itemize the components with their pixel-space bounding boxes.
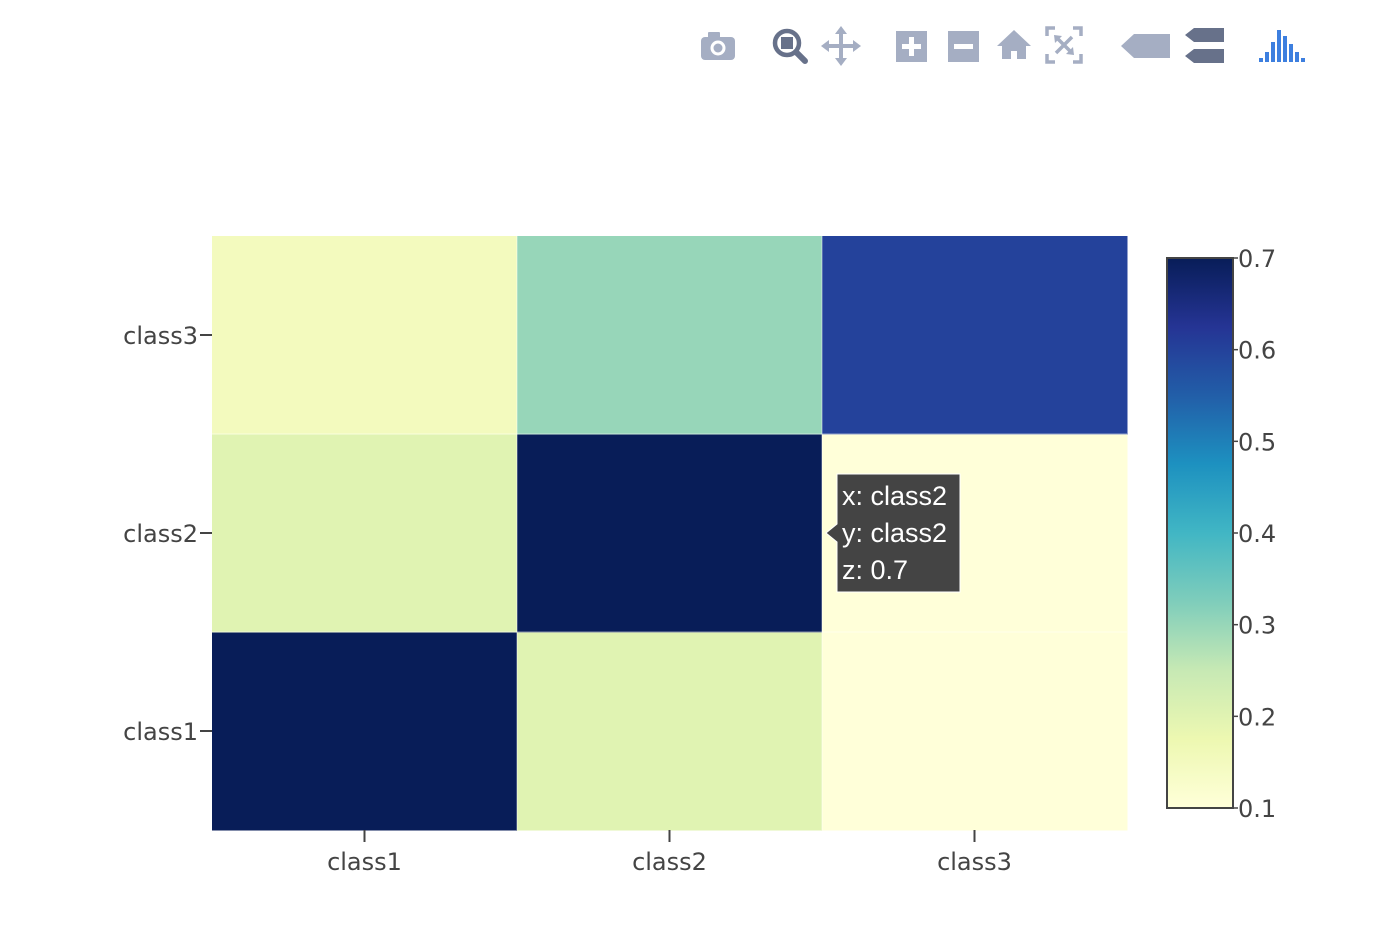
colorbar-tick-label: 0.2 (1238, 703, 1276, 731)
heatmap-cell-class2-class1[interactable] (517, 632, 823, 831)
colorbar-tick-label: 0.3 (1238, 612, 1276, 640)
hover-compare-button[interactable] (1182, 22, 1228, 70)
heatmap-cell-class2-class3[interactable] (517, 236, 823, 435)
camera-icon (701, 32, 735, 60)
colorbar-tick-label: 0.5 (1238, 428, 1276, 456)
heatmap-cell-class1-class1[interactable] (212, 632, 518, 831)
heatmap-cell-class2-class2[interactable] (517, 434, 823, 633)
hover-label-box (825, 473, 961, 593)
y-tick-label: class3 (123, 322, 198, 350)
plotly-logo-button[interactable] (1256, 22, 1312, 70)
hover-label: x: class2 y: class2 z: 0.7 (825, 473, 961, 593)
colorbar-tick-label: 0.4 (1238, 520, 1276, 548)
pan-button[interactable] (818, 22, 864, 70)
pan-icon (821, 26, 861, 66)
autoscale-button[interactable] (1041, 22, 1087, 70)
heatmap-cell-class3-class3[interactable] (822, 236, 1128, 435)
modebar (690, 22, 1330, 70)
x-axis: class1 class2 class3 (327, 830, 1012, 876)
colorbar-tick-label: 0.1 (1238, 795, 1276, 823)
zoom-icon (772, 28, 808, 64)
plotly-logo-icon (1259, 30, 1305, 62)
heatmap-cell-class3-class1[interactable] (822, 632, 1128, 831)
zoom-out-button[interactable] (940, 22, 986, 70)
y-tick-label: class2 (123, 520, 198, 548)
heatmap-cell-class1-class3[interactable] (212, 236, 518, 435)
home-button[interactable] (991, 22, 1037, 70)
x-tick-label: class3 (937, 848, 1012, 876)
zoom-button[interactable] (767, 22, 813, 70)
colorbar-tick-label: 0.7 (1238, 245, 1276, 273)
home-icon (997, 30, 1031, 59)
hover-closest-icon (1121, 34, 1170, 58)
heatmap-cells[interactable] (212, 236, 1128, 831)
y-axis: class1 class2 class3 (123, 322, 212, 746)
colorbar-gradient (1166, 257, 1234, 809)
zoom-out-icon (948, 31, 979, 62)
hover-closest-button[interactable] (1118, 22, 1174, 70)
hover-label-line: y: class2 (842, 518, 947, 548)
x-tick-label: class1 (327, 848, 402, 876)
colorbar: 0.1 0.2 0.3 0.4 0.5 0.6 0.7 (1166, 245, 1276, 823)
heatmap-cell-class1-class2[interactable] (212, 434, 518, 633)
autoscale-icon (1045, 26, 1083, 64)
zoom-in-icon (896, 31, 927, 62)
hover-label-line: x: class2 (842, 481, 947, 511)
y-tick-label: class1 (123, 718, 198, 746)
camera-button[interactable] (695, 22, 741, 70)
hover-label-line: z: 0.7 (842, 555, 908, 585)
colorbar-tick-label: 0.6 (1238, 337, 1276, 365)
hover-compare-icon (1185, 28, 1224, 63)
zoom-in-button[interactable] (888, 22, 934, 70)
x-tick-label: class2 (632, 848, 707, 876)
